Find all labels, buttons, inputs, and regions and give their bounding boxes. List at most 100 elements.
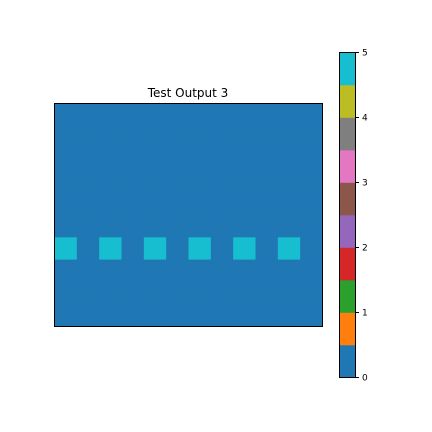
heatmap-cell (166, 125, 189, 149)
heatmap-cell (233, 215, 256, 238)
heatmap-cell (121, 103, 145, 127)
heatmap-cell (166, 259, 189, 283)
heatmap-cell (54, 281, 78, 305)
heatmap-cell (143, 125, 167, 149)
heatmap-cell (233, 148, 256, 171)
heatmap-cell (143, 170, 167, 194)
colorbar-segment (339, 247, 356, 281)
heatmap-cell (210, 281, 234, 305)
heatmap-cell (233, 125, 256, 149)
colorbar (339, 52, 356, 378)
heatmap-cell (255, 215, 279, 238)
heatmap-cell (76, 170, 100, 194)
heatmap-cell (121, 170, 145, 194)
heatmap-cell (255, 259, 279, 283)
heatmap-cell (210, 237, 234, 260)
heatmap-cell (210, 192, 234, 216)
heatmap-cell (166, 281, 189, 305)
heatmap-cell (188, 237, 212, 260)
heatmap-cell (277, 237, 301, 260)
heatmap-cell (143, 192, 167, 216)
heatmap-cell (188, 170, 212, 194)
heatmap-cell (300, 170, 323, 194)
heatmap-cell (233, 103, 256, 127)
colorbar-tick-label: 5 (362, 49, 368, 59)
heatmap-cell (255, 170, 279, 194)
heatmap-cell (210, 215, 234, 238)
heatmap-cell (277, 304, 301, 327)
colorbar-segment (339, 52, 356, 86)
heatmap-cell (76, 304, 100, 327)
heatmap-cell (54, 192, 78, 216)
heatmap-cell (188, 259, 212, 283)
heatmap-cell (76, 103, 100, 127)
colorbar-segment (339, 117, 356, 151)
heatmap-cell (54, 148, 78, 171)
heatmap-cell (210, 148, 234, 171)
heatmap-cell (300, 215, 323, 238)
heatmap-cell (255, 237, 279, 260)
heatmap-cell (300, 304, 323, 327)
heatmap-cell (99, 192, 122, 216)
heatmap-cell (188, 125, 212, 149)
heatmap-cell (54, 125, 78, 149)
colorbar-frame (339, 52, 356, 378)
heatmap-cell (143, 304, 167, 327)
heatmap-cell (233, 192, 256, 216)
heatmap-cell (233, 304, 256, 327)
heatmap-cell (233, 259, 256, 283)
colorbar-segment (339, 280, 356, 313)
heatmap-cell (300, 281, 323, 305)
heatmap-cell (76, 192, 100, 216)
heatmap-cell (99, 148, 122, 171)
heatmap-cell (188, 103, 212, 127)
colorbar-tick-label: 2 (362, 244, 368, 254)
colorbar-segment (339, 182, 356, 216)
colorbar-ticks: 0 1 2 3 4 5 (355, 49, 368, 384)
heatmap-cell (188, 304, 212, 327)
heatmap-cell (54, 237, 78, 260)
heatmap-cell (166, 148, 189, 171)
heatmap-cell (121, 304, 145, 327)
heatmap-cell (76, 125, 100, 149)
heatmap-cell (277, 103, 301, 127)
heatmap-cell (143, 215, 167, 238)
heatmap-cell (300, 125, 323, 149)
colorbar-tick-label: 4 (362, 114, 368, 124)
heatmap-cell (166, 192, 189, 216)
heatmap-cell (143, 259, 167, 283)
heatmap-cell (54, 215, 78, 238)
colorbar-segment (339, 150, 356, 183)
heatmap-cell (210, 125, 234, 149)
heatmap-cell (277, 170, 301, 194)
heatmap-cell (210, 170, 234, 194)
heatmap-cell (166, 170, 189, 194)
heatmap-cell (300, 148, 323, 171)
heatmap-cell (300, 192, 323, 216)
heatmap-cell (188, 215, 212, 238)
heatmap-cell (143, 103, 167, 127)
heatmap-cell (54, 304, 78, 327)
heatmap-cell (255, 103, 279, 127)
heatmap-cell (255, 304, 279, 327)
heatmap-cell (188, 281, 212, 305)
colorbar-tick-label: 3 (362, 179, 368, 189)
heatmap-cell (277, 215, 301, 238)
heatmap-cell (99, 259, 122, 283)
heatmap-cell (166, 103, 189, 127)
heatmap-cell (166, 304, 189, 327)
heatmap-cell (300, 103, 323, 127)
heatmap-cell (300, 237, 323, 260)
heatmap-cell (121, 148, 145, 171)
colorbar-tick-label: 1 (362, 309, 368, 319)
heatmap-cell (76, 281, 100, 305)
heatmap-cell (99, 215, 122, 238)
heatmap-cell (121, 125, 145, 149)
chart-title: Test Output 3 (147, 86, 229, 100)
heatmap-cell (300, 259, 323, 283)
heatmap-cell (210, 259, 234, 283)
heatmap-cell (99, 170, 122, 194)
colorbar-segment (339, 312, 356, 346)
heatmap-cell (210, 103, 234, 127)
